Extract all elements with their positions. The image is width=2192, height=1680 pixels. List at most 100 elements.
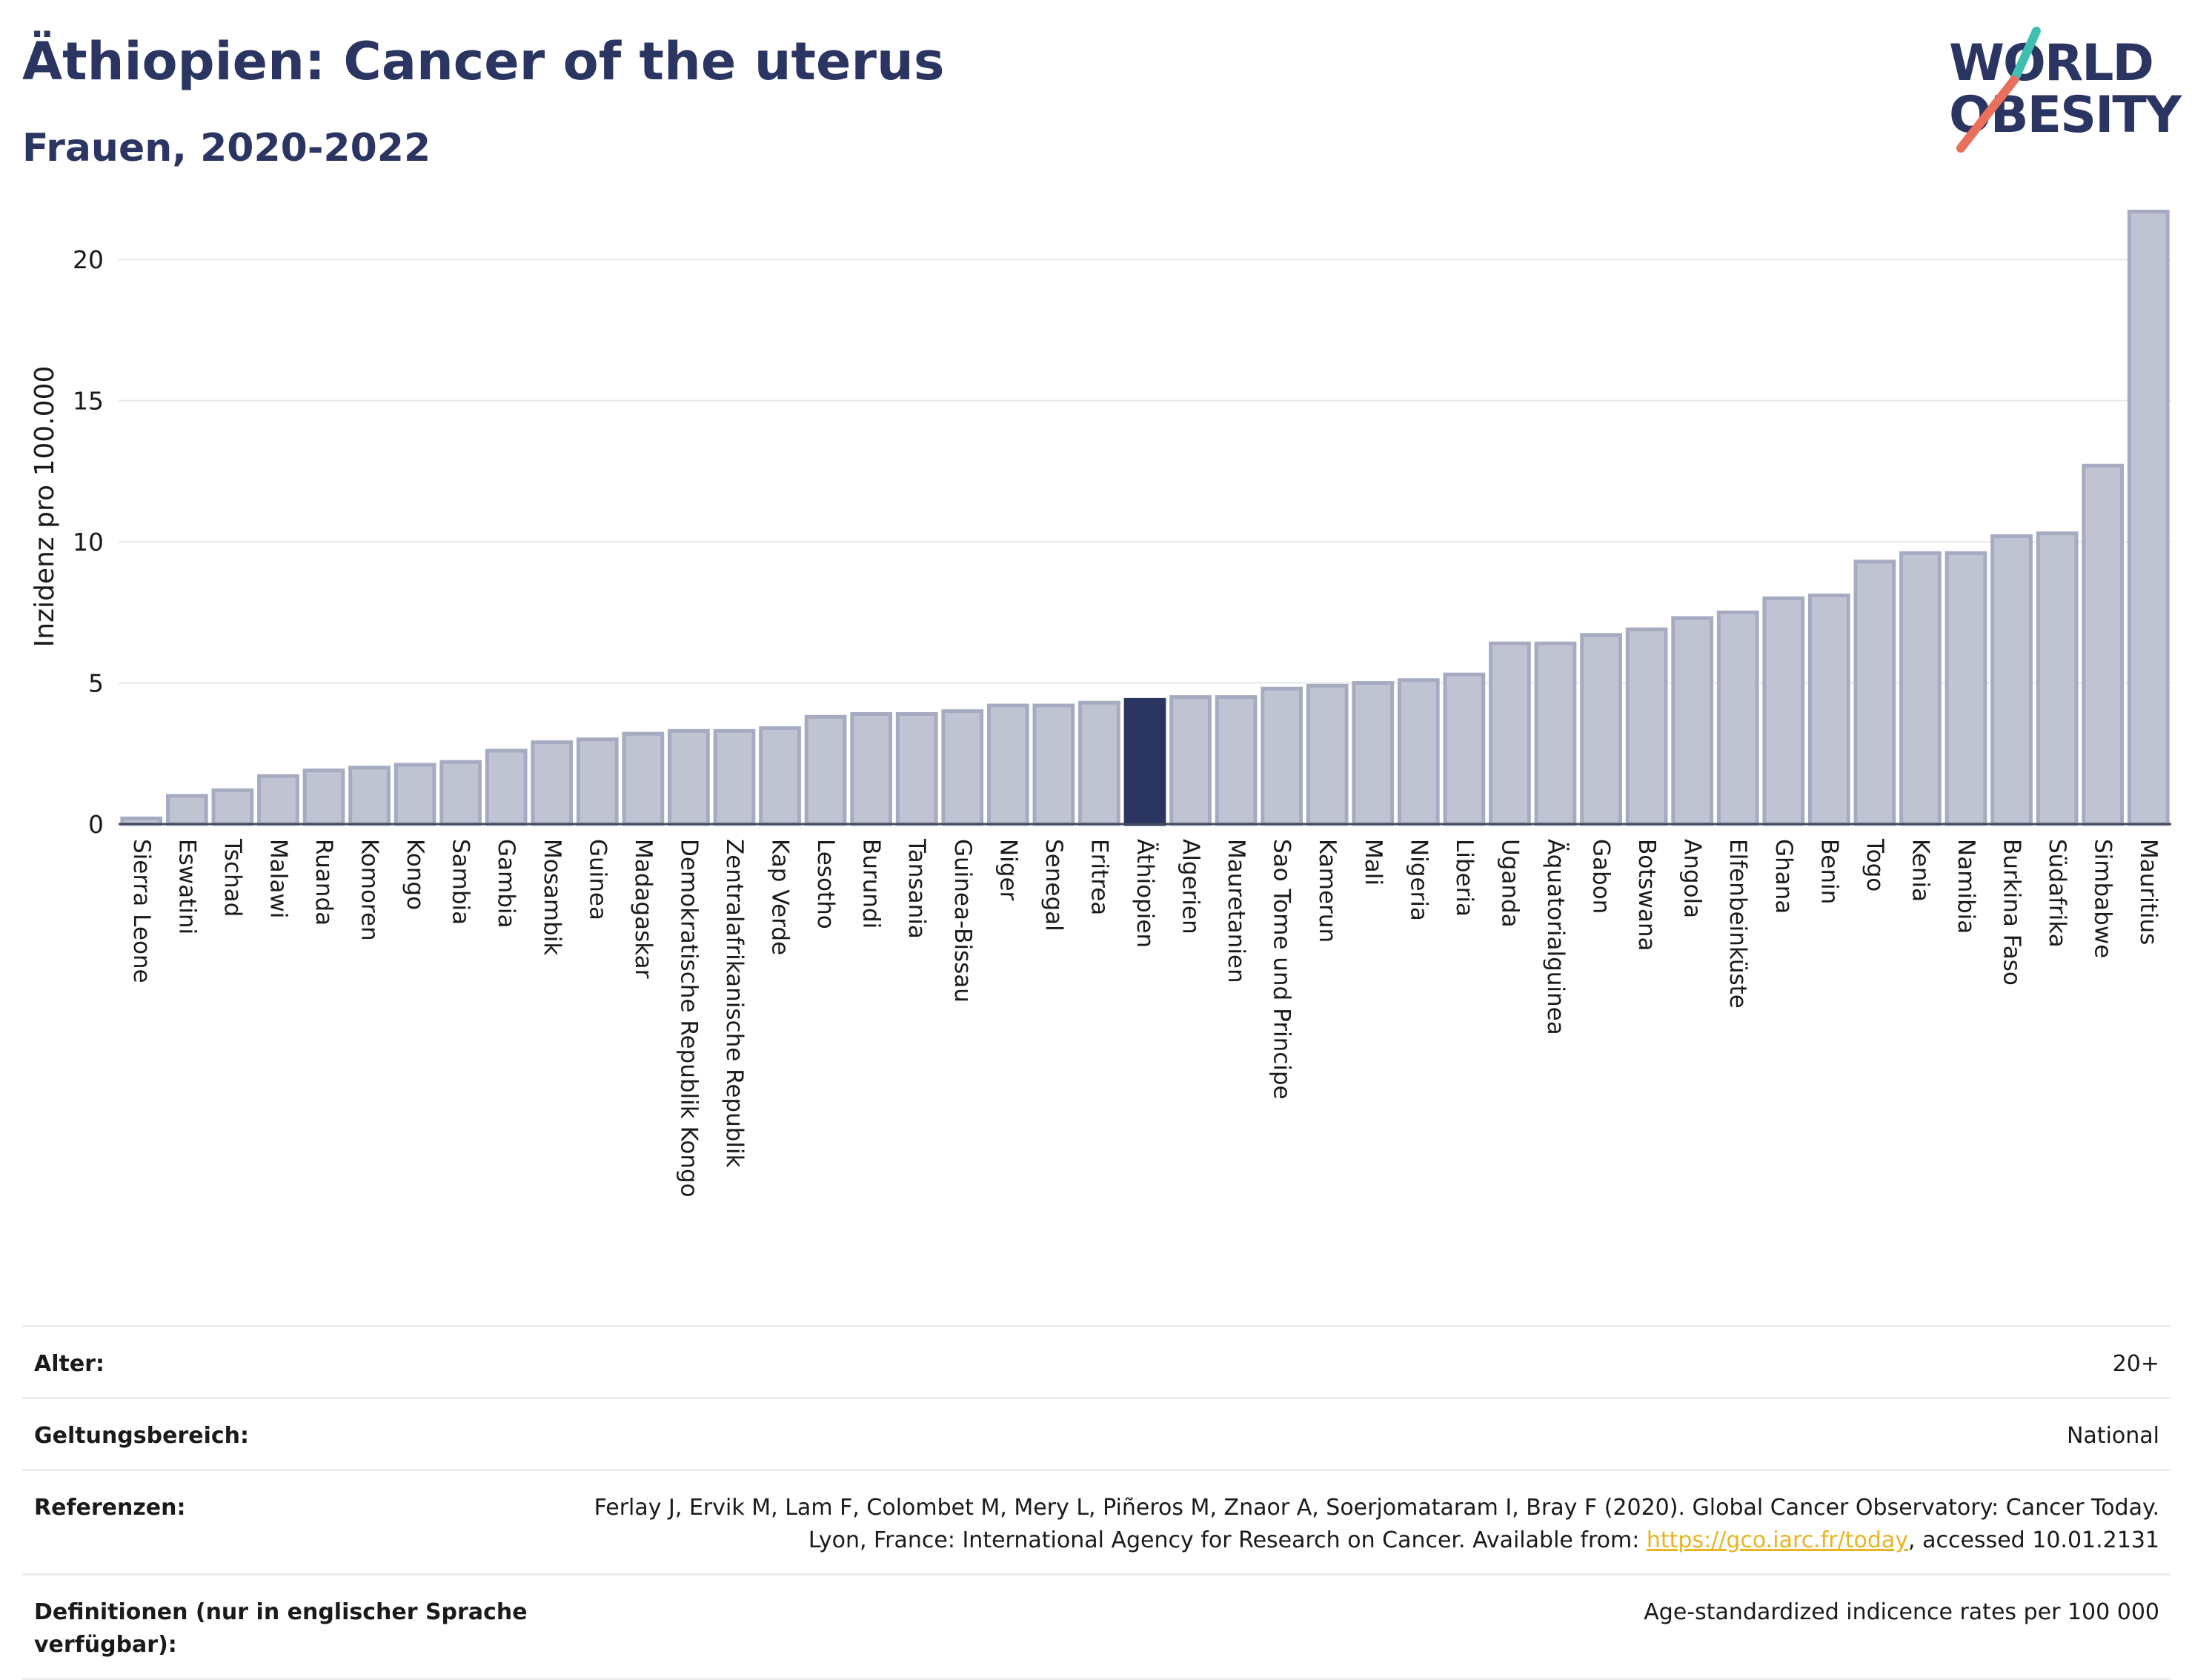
x-tick-label: Sierra Leone: [128, 839, 155, 983]
bar: [1306, 683, 1349, 826]
x-tick-label: Niger: [994, 839, 1021, 901]
x-tick-label: Guinea-Bissau: [949, 839, 976, 1003]
page-subtitle: Frauen, 2020-2022: [22, 126, 431, 170]
x-tick-label: Äquatorialguinea: [1542, 839, 1569, 1035]
meta-value-definitions: Age-standardized indicence rates per 100…: [1644, 1599, 2159, 1625]
bar: [1489, 641, 1531, 826]
bar: [1078, 700, 1120, 826]
bars: [120, 209, 2170, 826]
x-tick-label: Ruanda: [310, 839, 337, 926]
x-tick-label: Südafrika: [2044, 839, 2070, 948]
x-tick-label: Madagaskar: [630, 839, 657, 979]
bar: [668, 728, 710, 826]
bar: [895, 711, 938, 826]
x-tick-label: Komoren: [356, 839, 383, 941]
bar: [986, 703, 1029, 826]
x-tick-label: Burkina Faso: [1999, 839, 2025, 986]
bar-chart: 0 5 10 15 20 Inzidenz pro 100.000 Sierra Leo…: [30, 209, 2171, 1198]
x-tick-label: Lesotho: [812, 839, 839, 929]
bar: [393, 763, 436, 826]
x-tick-label: Eswatini: [173, 839, 200, 934]
bar: [1215, 695, 1258, 826]
x-tick-label: Algerien: [1178, 839, 1204, 934]
meta-value-scope: National: [2066, 1423, 2159, 1449]
bar: [1443, 672, 1486, 826]
bar: [1032, 703, 1075, 826]
bar: [485, 748, 528, 826]
bar: [1762, 596, 1805, 826]
bar: [348, 766, 391, 826]
meta-row-definitions: Definitionen (nur in englischer Sprache …: [22, 1573, 2171, 1680]
bar: [1352, 681, 1395, 826]
meta-row-references: Referenzen: Ferlay J, Ervik M, Lam F, Co…: [22, 1469, 2171, 1573]
x-tick-label: Gabon: [1588, 839, 1615, 914]
reference-accessed: , accessed 10.01.2131: [1908, 1527, 2159, 1553]
x-tick-label: Elfenbeinküste: [1724, 839, 1751, 1009]
meta-value-age: 20+: [2112, 1351, 2159, 1377]
bar: [1671, 616, 1714, 826]
bar: [439, 760, 482, 826]
bar: [1534, 641, 1577, 826]
logo-slash-icon: [1956, 27, 2041, 153]
bar: [531, 740, 574, 826]
reference-text: Ferlay J, Ervik M, Lam F, Colombet M, Me…: [594, 1495, 2159, 1553]
bar: [2036, 531, 2079, 826]
bar: [941, 709, 984, 826]
bar: [1123, 697, 1166, 826]
bar: [1261, 686, 1303, 826]
bar: [1853, 560, 1896, 826]
x-tick-label: Mauretanien: [1223, 839, 1249, 983]
bar: [1580, 633, 1622, 826]
bar: [713, 728, 756, 826]
logo-text-world: WORLD: [1949, 34, 2154, 93]
meta-label-definitions: Definitionen (nur in englischer Sprache …: [34, 1599, 528, 1658]
bar: [759, 726, 801, 826]
x-tick-label: Zentralafrikanische Republik: [721, 839, 748, 1168]
reference-link[interactable]: https://gco.iarc.fr/today: [1646, 1527, 1909, 1553]
world-obesity-logo[interactable]: WORLD OBESITY: [1934, 22, 2182, 163]
x-tick-label: Mosambik: [539, 839, 565, 955]
bar: [1625, 627, 1668, 826]
x-tick-label: Tansania: [903, 838, 930, 939]
x-tick-label: Gambia: [493, 839, 519, 929]
meta-row-age: Alter: 20+: [22, 1325, 2171, 1397]
x-tick-label: Tschad: [219, 838, 246, 917]
meta-row-scope: Geltungsbereich: National: [22, 1397, 2171, 1469]
x-tick-label: Nigeria: [1405, 839, 1432, 921]
x-tick-label: Namibia: [1953, 839, 1979, 934]
x-tick-label: Eritrea: [1086, 839, 1112, 915]
x-tick-label: Kenia: [1907, 839, 1933, 902]
x-tick-label: Senegal: [1040, 839, 1067, 932]
bar: [211, 788, 254, 826]
x-tick-label: Liberia: [1451, 839, 1478, 917]
meta-value-references: Ferlay J, Ervik M, Lam F, Colombet M, Me…: [566, 1492, 2159, 1557]
bar: [2082, 463, 2125, 826]
x-tick-label: Mauritius: [2135, 839, 2162, 945]
bar: [1716, 610, 1759, 826]
bar: [804, 714, 847, 826]
x-tick-label: Kamerun: [1314, 839, 1341, 943]
y-axis-ticks: 0 5 10 15 20: [73, 245, 104, 839]
bar: [2127, 209, 2170, 826]
bar: [257, 774, 299, 826]
x-tick-label: Simbabwe: [2090, 839, 2116, 958]
y-tick-label: 15: [73, 387, 104, 416]
x-tick-label: Äthiopien: [1132, 839, 1158, 948]
bar: [622, 731, 665, 826]
y-tick-label: 5: [88, 669, 104, 698]
bar: [302, 768, 345, 826]
bar: [850, 711, 893, 826]
meta-label-age: Alter:: [34, 1351, 104, 1377]
bar: [1990, 534, 2033, 826]
x-axis-labels: Sierra Leone Eswatini Tschad Malawi Ruanda Ko…: [128, 838, 2162, 1198]
x-tick-label: Kongo: [402, 839, 428, 910]
meta-label-references: Referenzen:: [34, 1495, 186, 1521]
page-title: Äthiopien: Cancer of the uterus: [22, 31, 945, 92]
bar: [1807, 593, 1850, 826]
x-tick-label: Benin: [1816, 839, 1842, 904]
x-tick-label: Ghana: [1770, 839, 1797, 914]
x-tick-label: Malawi: [265, 839, 291, 918]
bar: [1899, 551, 1942, 826]
bar: [165, 794, 208, 826]
y-axis-title: Inzidenz pro 100.000: [30, 366, 60, 648]
